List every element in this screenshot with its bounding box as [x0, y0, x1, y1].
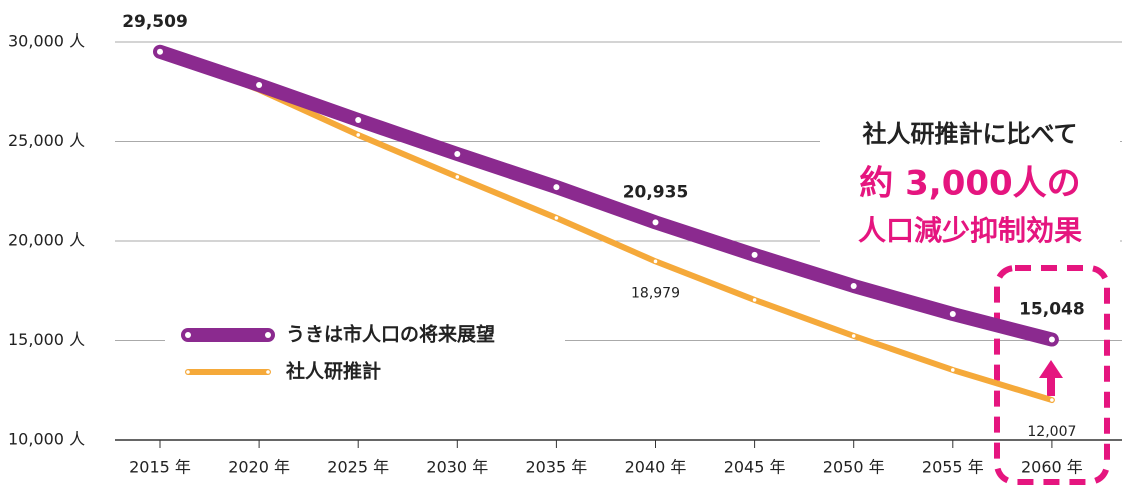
x-tick-label: 2055 年 [922, 458, 984, 477]
y-tick-label: 30,000 人 [8, 32, 85, 51]
data-point [949, 311, 956, 318]
data-point [752, 298, 757, 302]
data-label: 15,048 [1019, 300, 1085, 320]
x-tick-label: 2025 年 [327, 458, 389, 477]
annotation: 社人研推計に比べて [862, 120, 1077, 148]
y-tick-label: 25,000 人 [8, 131, 85, 150]
data-point [850, 282, 857, 289]
data-point [1050, 398, 1054, 402]
x-tick-label: 2030 年 [426, 458, 488, 477]
data-point [355, 117, 362, 124]
series-line [157, 48, 1055, 404]
x-tick-label: 2060 年 [1021, 458, 1083, 477]
annotation: 人口減少抑制効果 [858, 214, 1082, 247]
data-label: 12,007 [1027, 424, 1076, 440]
data-point [256, 81, 263, 88]
legend-dot [185, 332, 191, 338]
data-label: 29,509 [122, 12, 188, 32]
x-tick-label: 2020 年 [228, 458, 290, 477]
annotation-bg [820, 112, 1120, 258]
data-point [653, 259, 658, 264]
annotation: 約 3,000人の [859, 164, 1080, 204]
legend-dot [186, 370, 190, 374]
data-point [652, 219, 659, 226]
legend-dot [265, 332, 271, 338]
data-point [951, 368, 955, 372]
y-tick-label: 10,000 人 [8, 430, 85, 449]
data-point [356, 133, 361, 137]
data-point [751, 251, 758, 258]
data-point [454, 151, 461, 158]
data-point [554, 216, 559, 220]
x-tick-label: 2015 年 [129, 458, 191, 477]
legend-label: うきは市人口の将来展望 [286, 323, 495, 346]
highlight-box [994, 265, 1110, 485]
legend-dot [266, 370, 270, 374]
y-tick-label: 15,000 人 [8, 330, 85, 349]
x-tick-label: 2050 年 [823, 458, 885, 477]
data-point [553, 184, 560, 191]
data-point [851, 334, 856, 338]
data-point [455, 175, 460, 179]
data-label: 20,935 [623, 182, 689, 202]
y-tick-label: 20,000 人 [8, 231, 85, 250]
data-point [157, 48, 163, 55]
data-label: 18,979 [631, 285, 680, 301]
arrow [1039, 360, 1063, 396]
data-point [1048, 336, 1055, 343]
x-tick-label: 2040 年 [625, 458, 687, 477]
x-tick-label: 2045 年 [724, 458, 786, 477]
legend-label: 社人研推計 [285, 360, 381, 383]
series-line [153, 44, 1059, 347]
x-tick-label: 2035 年 [525, 458, 587, 477]
